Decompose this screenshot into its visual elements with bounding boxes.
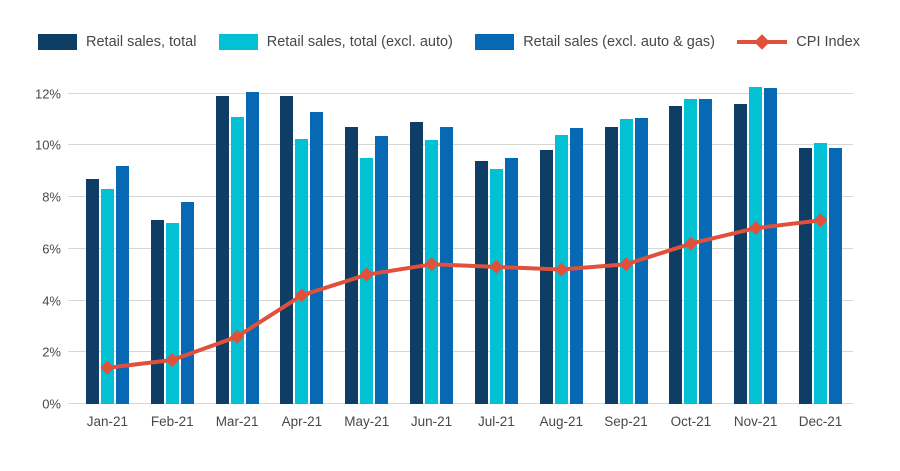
legend-label: Retail sales, total (excl. auto) (266, 34, 453, 50)
legend-item-retail-excl-auto-gas[interactable]: Retail sales (excl. auto & gas) (475, 34, 715, 50)
bar (829, 147, 843, 404)
x-tick-label: Mar-21 (215, 414, 259, 429)
cpi-marker-diamond (554, 262, 569, 277)
bar-group-nov-21 (723, 78, 788, 404)
bar-group-oct-21 (658, 78, 723, 404)
bar (539, 150, 553, 404)
y-tick-label: 8% (42, 189, 61, 205)
bar (295, 138, 309, 404)
cpi-marker-diamond (165, 353, 180, 368)
gridline (68, 351, 853, 353)
y-tick-label: 0% (42, 396, 61, 412)
gridline (68, 92, 853, 94)
bar (799, 147, 813, 404)
bar (215, 96, 229, 404)
gridline (68, 403, 853, 404)
y-tick-label: 10% (34, 137, 61, 153)
x-axis: Jan-21 Feb-21 Mar-21 Apr-21 May-21 Jun-21 Jul-… (75, 414, 853, 429)
bar (410, 121, 424, 404)
bar (699, 98, 713, 404)
legend-swatch-retail-excl-auto-gas (475, 34, 515, 50)
x-tick-label: Apr-21 (281, 414, 323, 429)
gridline (68, 299, 853, 301)
gridline (68, 196, 853, 198)
bar (345, 127, 359, 404)
x-tick-label: Feb-21 (150, 414, 194, 429)
bar-group-apr-21 (269, 78, 334, 404)
legend-swatch-retail-total (38, 34, 77, 50)
legend-swatch-retail-excl-auto (218, 34, 258, 50)
cpi-marker-diamond (230, 329, 245, 344)
bar (489, 168, 503, 404)
legend-label: CPI Index (796, 34, 860, 50)
x-tick-label: Jul-21 (477, 414, 515, 429)
cpi-marker-diamond (100, 360, 115, 375)
cpi-marker-diamond (489, 259, 504, 274)
y-tick-label: 4% (42, 293, 61, 309)
bar (310, 111, 324, 404)
cpi-marker-diamond (683, 236, 698, 251)
bar (150, 220, 164, 404)
bar (85, 178, 99, 404)
bar (734, 103, 748, 404)
legend-item-retail-total[interactable]: Retail sales, total (38, 34, 196, 50)
cpi-line (107, 218, 821, 370)
cpi-marker-diamond (813, 213, 828, 228)
cpi-line-layer (100, 213, 828, 375)
legend-item-cpi-index[interactable]: CPI Index (737, 34, 860, 50)
bar (569, 128, 583, 404)
legend-label: Retail sales, total (86, 34, 197, 50)
x-tick-label: Dec-21 (798, 414, 843, 429)
bar (425, 140, 439, 404)
bar (749, 87, 763, 404)
y-axis: 0% 2% 4% 6% 8% 10% 12% (0, 78, 61, 410)
legend-label: Retail sales (excl. auto & gas) (523, 34, 715, 50)
x-tick-label: Jun-21 (410, 414, 453, 429)
bar (115, 165, 129, 404)
plot-area (68, 78, 853, 404)
x-tick-label: Jan-21 (86, 414, 129, 429)
cpi-marker-diamond (748, 221, 763, 236)
bar (669, 106, 683, 404)
y-tick-label: 12% (34, 86, 61, 102)
bar (764, 88, 778, 404)
bar (230, 116, 244, 404)
x-tick-label: Nov-21 (733, 414, 778, 429)
y-tick-label: 6% (42, 241, 61, 257)
x-tick-label: May-21 (344, 414, 390, 429)
bar-group-jul-21 (464, 78, 529, 404)
bar (280, 96, 294, 404)
cpi-marker-diamond (294, 288, 309, 303)
bar-group-jan-21 (75, 78, 140, 404)
x-tick-label: Sep-21 (604, 414, 648, 429)
line-marker-icon (737, 34, 788, 50)
gridline (68, 144, 853, 146)
cpi-marker-diamond (424, 257, 439, 272)
legend-item-retail-excl-auto[interactable]: Retail sales, total (excl. auto) (218, 34, 453, 50)
cpi-marker-diamond (619, 257, 634, 272)
x-tick-label: Oct-21 (670, 414, 712, 429)
bar (814, 142, 828, 404)
y-tick-label: 2% (42, 344, 61, 360)
legend: Retail sales, total Retail sales, total … (38, 30, 860, 54)
bar (504, 158, 518, 404)
cpi-marker-diamond (359, 267, 374, 282)
bar-group-dec-21 (788, 78, 853, 404)
gridline (68, 247, 853, 249)
bar (375, 136, 389, 404)
diamond-icon (754, 34, 771, 50)
bar (474, 160, 488, 404)
x-tick-label: Aug-21 (539, 414, 583, 429)
bar (100, 189, 114, 404)
bar (684, 98, 698, 404)
